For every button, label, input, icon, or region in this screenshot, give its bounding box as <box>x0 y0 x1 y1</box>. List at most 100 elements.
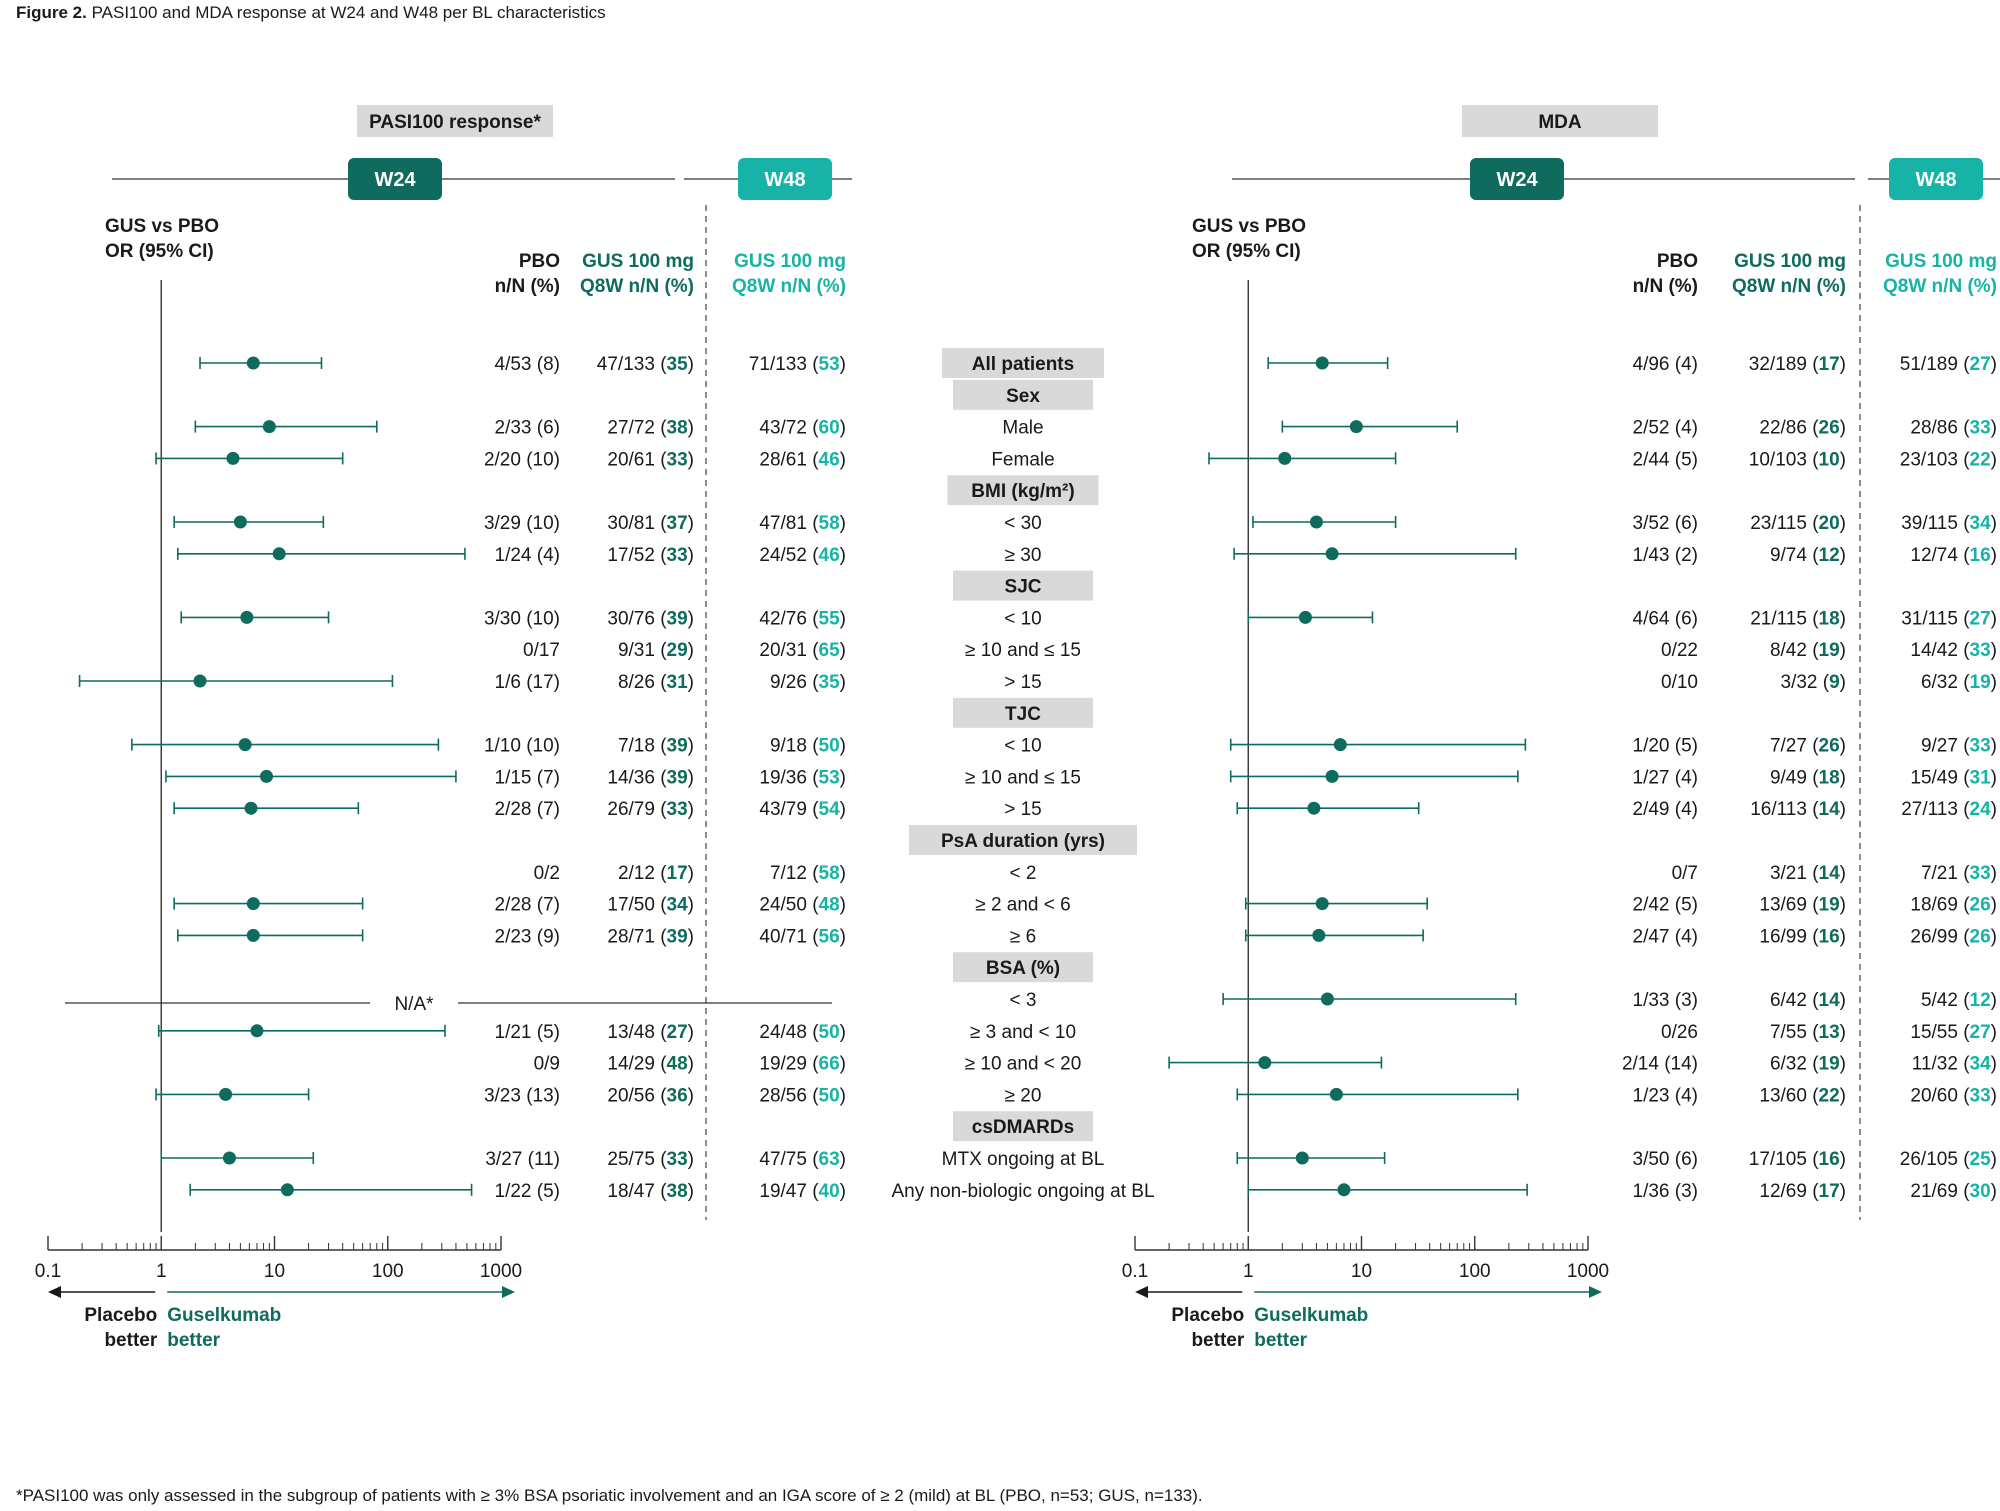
or-point <box>1325 769 1339 783</box>
guselkumab-arrowhead <box>502 1286 515 1298</box>
gus-w48-value-close: ) <box>840 545 846 566</box>
gus-w24-value-close: ) <box>688 640 694 661</box>
gus-w24-value: 3/32 (9) <box>1781 672 1847 693</box>
gus-w24-value: 8/42 (19) <box>1770 640 1846 661</box>
gus-w24-value-count: 6/42 ( <box>1770 990 1819 1011</box>
subgroup-label: Female <box>991 449 1054 470</box>
gus-w24-value: 7/18 (39) <box>618 736 694 757</box>
gus-w24-value-percent: 39 <box>667 767 688 788</box>
gus-w24-value: 6/42 (14) <box>1770 990 1846 1011</box>
w48-pill <box>738 158 832 200</box>
gus-w48-value-close: ) <box>1991 1181 1997 1202</box>
gus-w48-value-percent: 33 <box>1970 736 1991 757</box>
w24-pill <box>1470 158 1564 200</box>
gus-w24-value-percent: 36 <box>667 1085 688 1106</box>
subgroup-header-box <box>953 1111 1093 1142</box>
gus-w24-value-percent: 19 <box>1819 640 1840 661</box>
gus-w24-value-close: ) <box>688 418 694 439</box>
subgroup-label: ≥ 3 and < 10 <box>970 1022 1076 1043</box>
gus-w48-value: 18/69 (26) <box>1910 895 1997 916</box>
w48-label: W48 <box>764 169 805 191</box>
gus-w24-value-close: ) <box>1840 736 1846 757</box>
gus-w48-value: 15/49 (31) <box>1910 767 1997 788</box>
gus-w48-value: 43/72 (60) <box>759 418 846 439</box>
pbo-value: 0/2 <box>534 863 560 884</box>
subgroup-labels: All patients Sex Male Female BMI (kg/m²) < 30… <box>891 348 1155 1202</box>
gus-w24-value-count: 10/103 ( <box>1749 449 1819 470</box>
panel-title-box <box>357 105 553 137</box>
gus-w48-value: 15/55 (27) <box>1910 1022 1997 1043</box>
gus-w48-value-percent: 33 <box>1970 1085 1991 1106</box>
pbo-value: 1/10 (10) <box>484 736 560 757</box>
gus-w24-value: 14/29 (48) <box>607 1054 694 1075</box>
gus-w48-value-count: 6/32 ( <box>1921 672 1970 693</box>
guselkumab-better-line2: better <box>1254 1330 1307 1351</box>
gus-w24-value-percent: 18 <box>1819 767 1840 788</box>
gus-w48-value-count: 20/31 ( <box>759 640 819 661</box>
guselkumab-better-line1: Guselkumab <box>1254 1305 1368 1326</box>
gus-w24-value-close: ) <box>1840 799 1846 820</box>
gus-w24-value-percent: 17 <box>667 863 688 884</box>
gus-w48-header-line1: GUS 100 mg <box>1885 251 1997 272</box>
gus-w24-value-percent: 38 <box>667 1181 688 1202</box>
gus-w24-value: 18/47 (38) <box>607 1181 694 1202</box>
gus-w48-value-count: 15/49 ( <box>1910 767 1970 788</box>
gus-w24-value: 13/48 (27) <box>607 1022 694 1043</box>
gus-w48-value-percent: 27 <box>1970 608 1991 629</box>
gus-w24-value: 9/31 (29) <box>618 640 694 661</box>
gus-w24-value-count: 21/115 ( <box>1750 608 1819 629</box>
figure-title-bold: Figure 2. <box>16 3 87 22</box>
gus-w48-value: 21/69 (30) <box>1910 1181 1997 1202</box>
gus-w24-value-close: ) <box>688 608 694 629</box>
gus-w24-value: 9/49 (18) <box>1770 767 1846 788</box>
gus-w24-value-count: 12/69 ( <box>1759 1181 1819 1202</box>
subgroup-label: < 30 <box>1004 513 1042 534</box>
pbo-value: 4/64 (6) <box>1633 608 1698 629</box>
pbo-value: 3/52 (6) <box>1633 513 1698 534</box>
tick-label: 100 <box>1459 1261 1491 1282</box>
pbo-value: 0/22 <box>1661 640 1698 661</box>
gus-w24-value-close: ) <box>688 736 694 757</box>
gus-w24-value-close: ) <box>1840 608 1846 629</box>
gus-w48-value-count: 15/55 ( <box>1910 1022 1970 1043</box>
gus-w48-value-close: ) <box>1991 640 1997 661</box>
gus-w24-header-line2: Q8W n/N (%) <box>1732 276 1846 297</box>
gus-w48-value: 26/105 (25) <box>1900 1149 1997 1170</box>
gus-w24-value-count: 30/81 ( <box>607 513 667 534</box>
gus-w24-value-count: 16/99 ( <box>1759 926 1819 947</box>
gus-w24-value-close: ) <box>1840 895 1846 916</box>
pbo-header-line2: n/N (%) <box>495 276 560 297</box>
gus-w48-value: 9/27 (33) <box>1921 736 1997 757</box>
gus-w24-value: 23/115 (20) <box>1750 513 1846 534</box>
pasi100-panel: PASI100 response* W24 W48 GUS vs PBO OR (95%… <box>35 105 852 1351</box>
panel-title-box <box>1462 105 1658 137</box>
gus-w48-value: 23/103 (22) <box>1900 449 1997 470</box>
placebo-better-line2: better <box>1191 1330 1244 1351</box>
gus-w48-value-count: 39/115 ( <box>1901 513 1970 534</box>
subgroup-label: ≥ 10 and < 20 <box>965 1054 1082 1075</box>
gus-w24-value: 17/105 (16) <box>1749 1149 1846 1170</box>
gus-w48-value-count: 24/48 ( <box>759 1022 819 1043</box>
pbo-header-line1: PBO <box>519 251 560 272</box>
gus-w48-value-percent: 50 <box>819 1022 840 1043</box>
gus-w24-value-percent: 13 <box>1819 1022 1840 1043</box>
gus-w24-value-count: 23/115 ( <box>1750 513 1819 534</box>
gus-w24-value-percent: 31 <box>667 672 689 693</box>
gus-w48-value: 39/115 (34) <box>1901 513 1997 534</box>
gus-w48-value-percent: 27 <box>1970 1022 1991 1043</box>
pbo-value: 1/20 (5) <box>1633 736 1698 757</box>
gus-w24-value-count: 9/49 ( <box>1770 767 1819 788</box>
subgroup-header-box <box>953 952 1093 983</box>
subgroup-label: Male <box>1002 418 1043 439</box>
gus-w24-value-percent: 33 <box>667 449 688 470</box>
gus-w48-value-close: ) <box>840 863 846 884</box>
subgroup-header: Sex <box>1006 386 1040 407</box>
or-point <box>244 801 258 815</box>
gus-w48-value-close: ) <box>1991 1054 1997 1075</box>
pbo-header-line1: PBO <box>1657 251 1698 272</box>
gus-w48-header-line2: Q8W n/N (%) <box>732 276 846 297</box>
pbo-value: 1/24 (4) <box>495 545 560 566</box>
pbo-value: 3/27 (11) <box>485 1149 560 1170</box>
gus-w48-value: 31/115 (27) <box>1901 608 1997 629</box>
gus-w48-value-close: ) <box>840 449 846 470</box>
